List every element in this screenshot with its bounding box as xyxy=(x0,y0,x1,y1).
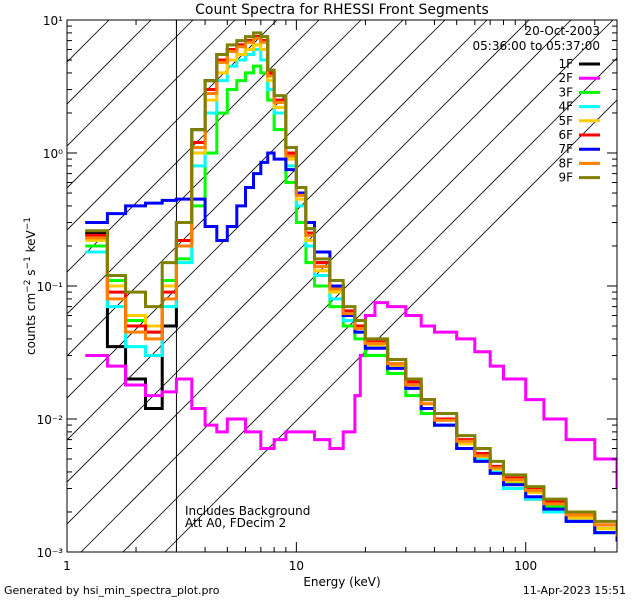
y-axis-label: counts cm−2 s−1 keV−1 xyxy=(23,217,38,355)
legend-label-6f: 6F xyxy=(558,128,573,142)
series-3f-line xyxy=(85,64,617,537)
legend-label-4f: 4F xyxy=(558,100,573,114)
series-9f-line xyxy=(85,31,617,533)
legend-label-8f: 8F xyxy=(558,156,573,170)
date-label: 20-Oct-2003 xyxy=(524,24,600,38)
hatched-region xyxy=(67,20,617,552)
x-axis-label: Energy (keV) xyxy=(303,575,380,589)
y-tick-label: 10⁻² xyxy=(37,413,64,427)
series-1f-line xyxy=(85,35,617,542)
hatch-line xyxy=(67,20,194,147)
legend-label-9f: 9F xyxy=(558,171,573,185)
x-tick-label: 10 xyxy=(289,559,304,573)
y-tick-label: 10⁻¹ xyxy=(37,280,64,294)
hatch-line xyxy=(67,20,278,231)
hatch-line xyxy=(67,20,236,189)
legend-label-5f: 5F xyxy=(558,114,573,128)
hatch-line xyxy=(122,57,617,552)
hatch-line xyxy=(67,20,362,315)
series-2f-line xyxy=(85,301,617,489)
hatch-line xyxy=(80,20,614,552)
legend-label-2f: 2F xyxy=(558,71,573,85)
y-tick-label: 10⁻³ xyxy=(37,546,64,560)
annotation-background: Includes Background xyxy=(185,504,310,518)
series-layer xyxy=(85,31,617,542)
hatch-line xyxy=(67,20,446,399)
time-range-label: 05:36:00 to 05:37:00 xyxy=(473,39,600,53)
hatch-line xyxy=(67,20,404,357)
generator-credit: Generated by hsi_min_spectra_plot.pro xyxy=(4,584,220,597)
legend-label-7f: 7F xyxy=(558,142,573,156)
annotation-attenuator: Att A0, FDecim 2 xyxy=(185,516,286,530)
legend-label-3f: 3F xyxy=(558,85,573,99)
y-tick-label: 10⁰ xyxy=(43,147,63,161)
axis-ticks: 1 10 100 10¹ 10⁰ 10⁻¹ 10⁻² 10⁻³ xyxy=(37,14,617,573)
hatch-line xyxy=(67,20,572,525)
x-tick-label: 100 xyxy=(514,559,537,573)
hatch-line xyxy=(164,99,617,552)
chart-title: Count Spectra for RHESSI Front Segments xyxy=(195,2,489,18)
hatch-line xyxy=(67,20,320,273)
x-tick-label: 1 xyxy=(63,559,71,573)
y-tick-label: 10¹ xyxy=(43,14,63,28)
series-7f-line xyxy=(85,151,617,542)
hatch-line xyxy=(67,20,488,441)
hatch-line xyxy=(67,20,530,483)
legend-label-1f: 1F xyxy=(558,57,573,71)
footer-timestamp: 11-Apr-2023 15:51 xyxy=(522,584,626,597)
